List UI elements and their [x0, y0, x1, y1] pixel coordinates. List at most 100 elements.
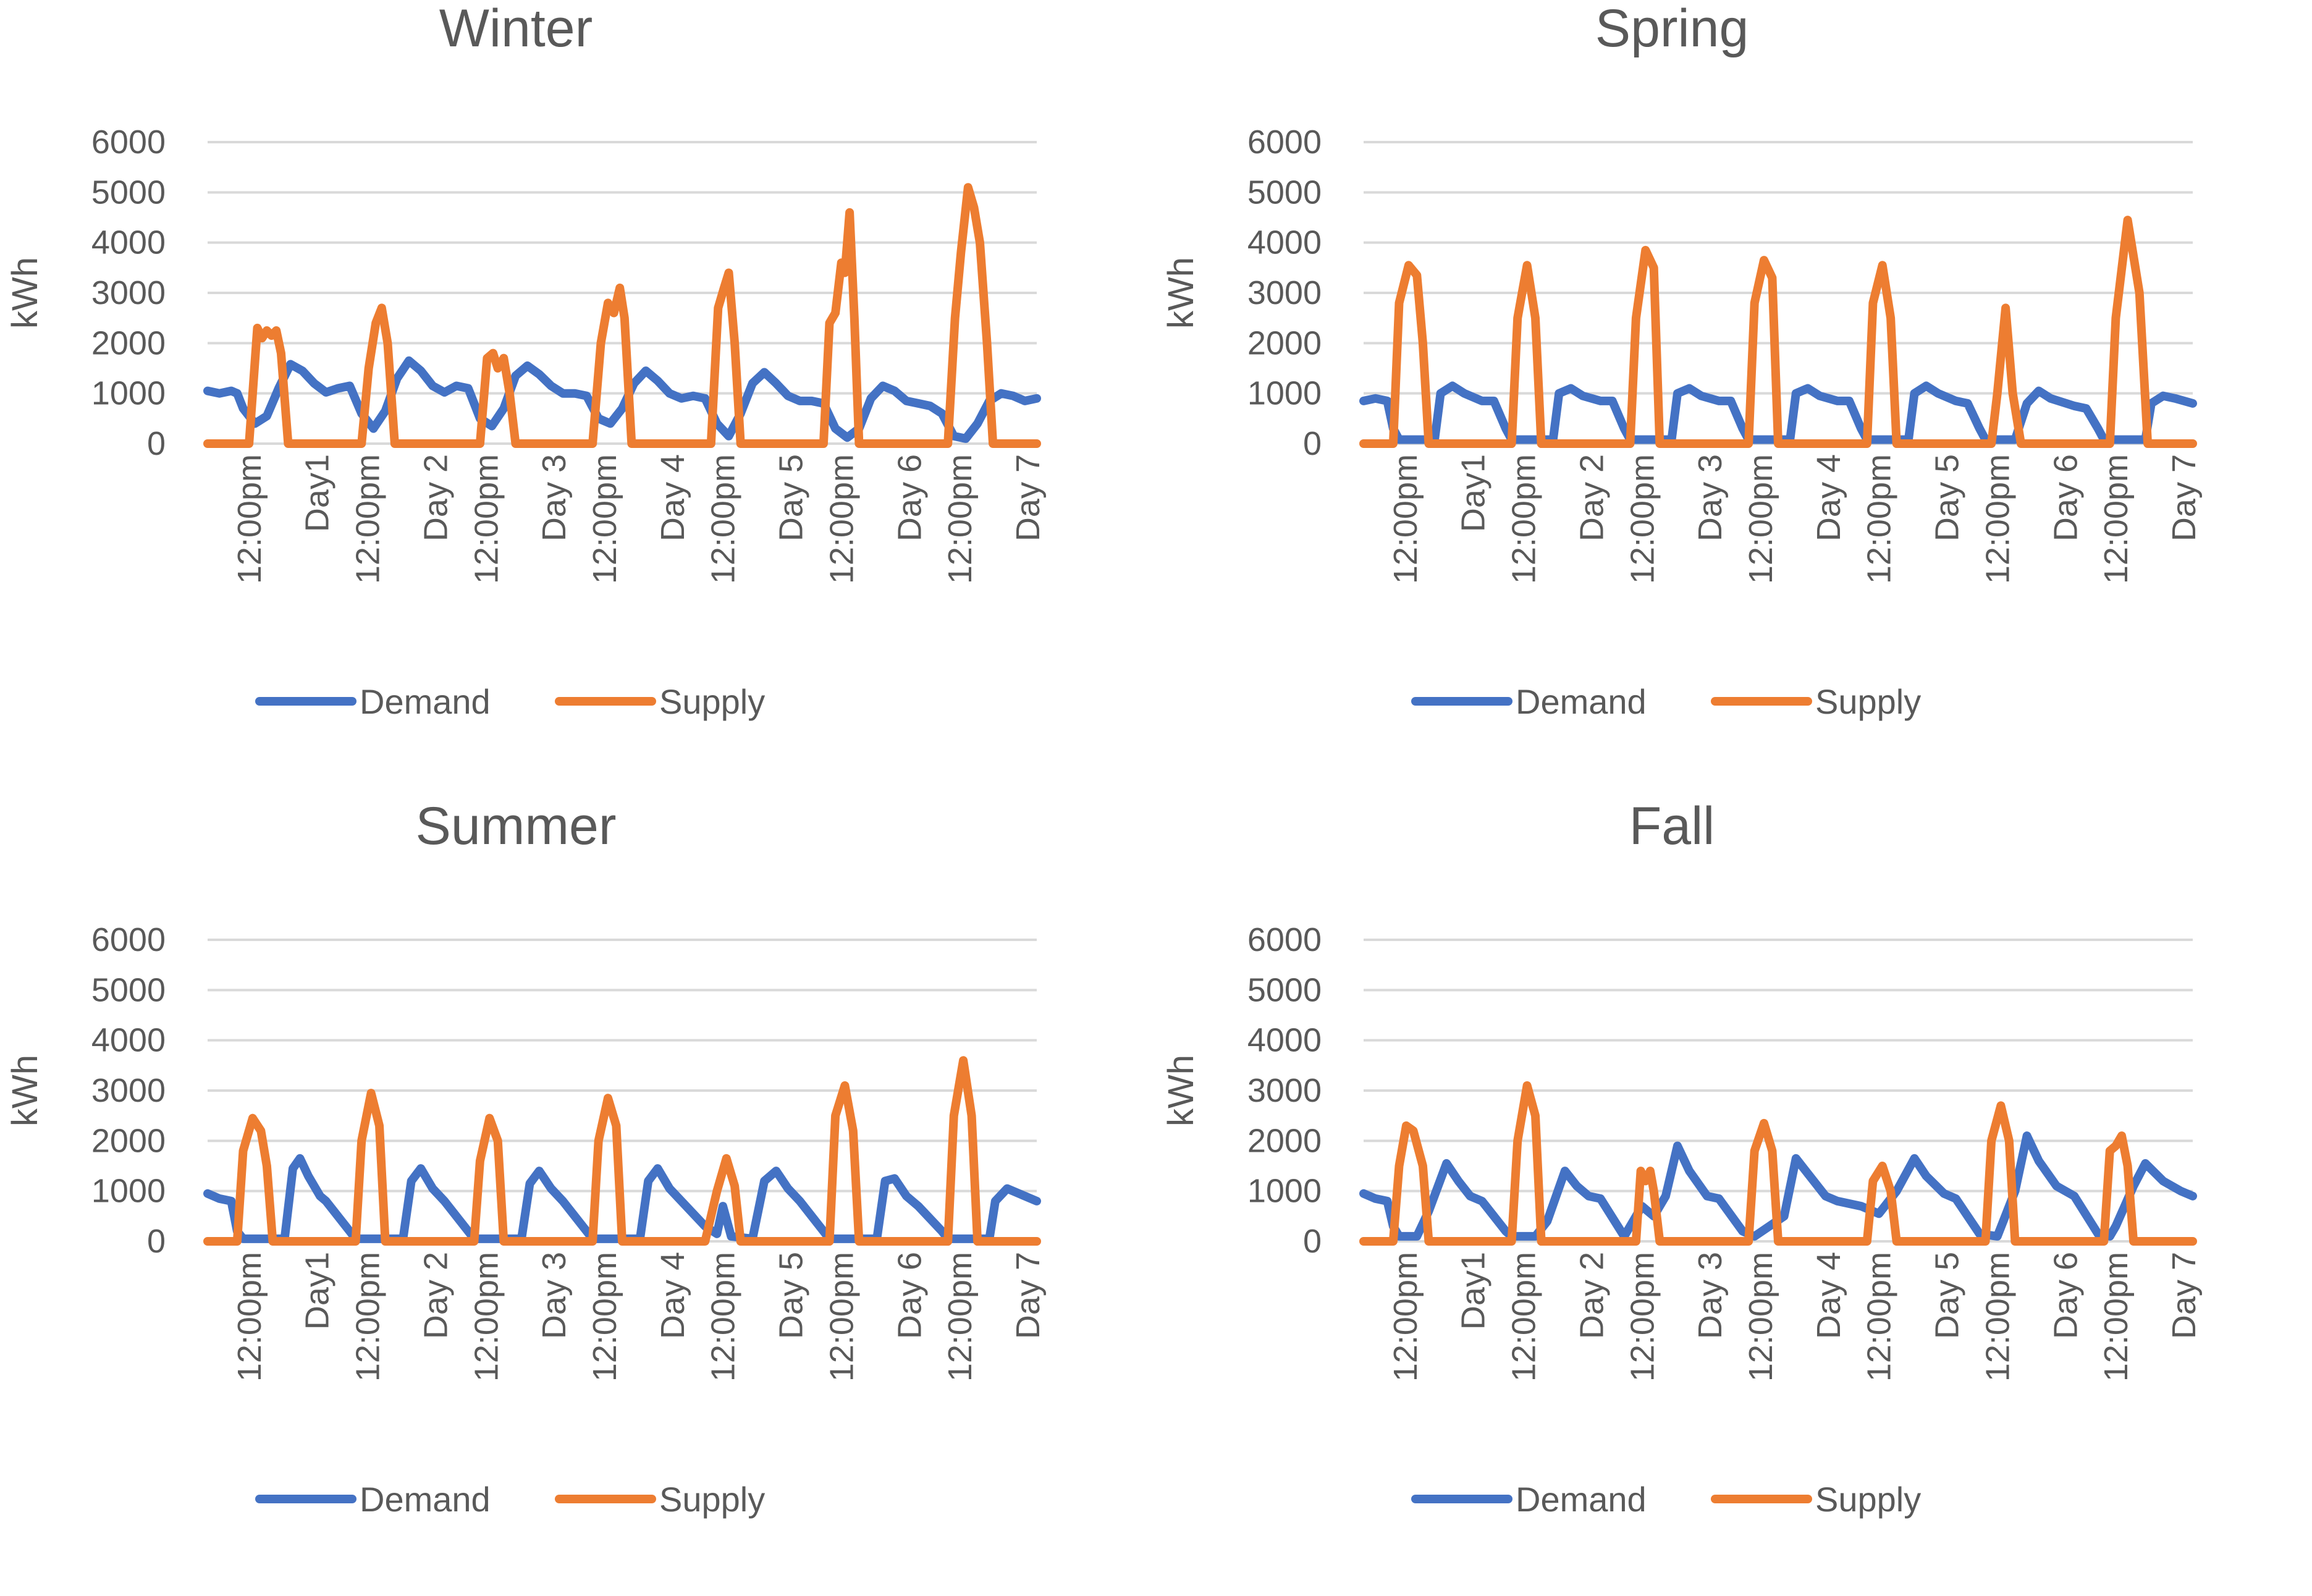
x-tick-label: Day 4: [1810, 454, 1847, 541]
x-tick-label: Day 5: [1929, 1252, 1966, 1339]
x-tick-label: Day 4: [1810, 1252, 1847, 1339]
x-tick-label: 12:00pm: [1979, 1252, 2016, 1382]
chart-winter: Winter 0 1000 2000 3000 4000 5000 6000 kWh 12:00p…: [0, 0, 1156, 798]
y-tick-label: 4000: [91, 1022, 166, 1059]
y-tick-label: 2000: [91, 1122, 166, 1159]
chart-fall: Fall 0 1000 2000 3000 4000 5000 6000 kWh 12:00pm D…: [1156, 798, 2312, 1595]
y-tick-label: 6000: [1247, 921, 1322, 958]
x-tick-label: 12:00pm: [1387, 1252, 1424, 1382]
x-tick-label: Day 5: [773, 1252, 810, 1339]
chart-svg-winter: Winter 0 1000 2000 3000 4000 5000 6000 kWh 12:00p…: [5, 0, 1047, 721]
x-tick-label: Day 2: [1573, 454, 1610, 541]
x-tick-label: Day 6: [2047, 454, 2084, 541]
chart-svg-spring: Spring 0 1000 2000 3000 4000 5000 6000 kWh 12:00p…: [1161, 0, 2203, 721]
x-tick-label: 12:00pm: [823, 1252, 860, 1382]
x-tick-label: 12:00pm: [705, 454, 742, 584]
x-tick-label: Day 7: [2166, 454, 2203, 541]
x-tick-label: Day 3: [536, 454, 573, 541]
series-line-supply: [203, 1056, 1041, 1246]
legend-label-supply: Supply: [1815, 682, 1921, 721]
x-tick-label: Day 3: [1692, 1252, 1729, 1339]
x-tick-label: 12:00pm: [231, 1252, 268, 1382]
x-tick-label: Day 6: [891, 454, 928, 541]
x-tick-label: Day 3: [1692, 454, 1729, 541]
x-tick-label: 12:00pm: [705, 1252, 742, 1382]
x-tick-label: 12:00pm: [1742, 1252, 1779, 1382]
x-tick-label: 12:00pm: [1979, 454, 2016, 584]
x-tick-label: Day 4: [654, 454, 691, 541]
x-tick-label: 12:00pm: [942, 1252, 979, 1382]
x-tick-label: 12:00pm: [2098, 1252, 2135, 1382]
y-tick-label: 5000: [1247, 971, 1322, 1008]
x-tick-label: Day 4: [654, 1252, 691, 1339]
x-tick-label: 12:00pm: [1506, 454, 1543, 584]
x-tick-label: Day1: [299, 1252, 336, 1330]
x-tick-label: 12:00pm: [1624, 454, 1661, 584]
y-tick-label: 6000: [91, 921, 166, 958]
y-tick-label: 6000: [91, 124, 166, 161]
legend-label-supply: Supply: [659, 682, 765, 721]
x-tick-label: 12:00pm: [586, 454, 623, 584]
legend-label-demand: Demand: [1516, 682, 1647, 721]
series-line-demand: [1359, 381, 2197, 444]
y-axis-label: kWh: [1161, 1055, 1201, 1126]
x-tick-label: 12:00pm: [468, 1252, 505, 1382]
y-tick-label: 5000: [91, 174, 166, 211]
y-tick-label: 3000: [91, 1072, 166, 1109]
x-tick-label: Day1: [1455, 454, 1492, 532]
legend-label-supply: Supply: [659, 1480, 765, 1519]
y-tick-label: 3000: [1247, 274, 1322, 311]
series-line-demand: [203, 356, 1041, 443]
x-tick-label: 12:00pm: [823, 454, 860, 584]
y-tick-label: 1000: [91, 375, 166, 412]
x-tick-label: 12:00pm: [1861, 454, 1898, 584]
y-tick-label: 0: [1303, 1223, 1322, 1260]
y-tick-label: 3000: [1247, 1072, 1322, 1109]
y-tick-label: 2000: [1247, 1122, 1322, 1159]
y-tick-label: 4000: [91, 224, 166, 261]
x-tick-label: Day 3: [536, 1252, 573, 1339]
x-tick-label: 12:00pm: [350, 454, 387, 584]
x-tick-label: 12:00pm: [468, 454, 505, 584]
x-tick-label: Day 7: [1010, 454, 1047, 541]
x-tick-label: Day 7: [2166, 1252, 2203, 1339]
chart-title: Summer: [416, 798, 617, 856]
chart-title: Spring: [1595, 0, 1749, 58]
chart-summer: Summer 0 1000 2000 3000 4000 5000 6000 kWh 12:00p…: [0, 798, 1156, 1595]
chart-svg-fall: Fall 0 1000 2000 3000 4000 5000 6000 kWh 12:00pm D…: [1161, 798, 2203, 1519]
x-tick-label: Day 5: [1929, 454, 1966, 541]
y-tick-label: 1000: [91, 1173, 166, 1210]
y-axis-label: kWh: [5, 1055, 45, 1126]
legend-label-demand: Demand: [360, 682, 491, 721]
x-tick-label: Day 7: [1010, 1252, 1047, 1339]
y-tick-label: 2000: [1247, 324, 1322, 361]
x-tick-label: Day 2: [417, 454, 454, 541]
legend-label-demand: Demand: [1516, 1480, 1647, 1519]
y-tick-label: 5000: [91, 971, 166, 1008]
series-line-supply: [203, 183, 1041, 448]
x-tick-label: Day 5: [773, 454, 810, 541]
y-axis-label: kWh: [1161, 257, 1201, 329]
chart-spring: Spring 0 1000 2000 3000 4000 5000 6000 kWh 12:00p…: [1156, 0, 2312, 798]
y-tick-label: 2000: [91, 324, 166, 361]
y-tick-label: 1000: [1247, 1173, 1322, 1210]
y-tick-label: 0: [147, 1223, 166, 1260]
x-tick-label: 12:00pm: [350, 1252, 387, 1382]
x-tick-label: 12:00pm: [1742, 454, 1779, 584]
y-tick-label: 0: [1303, 425, 1322, 462]
x-tick-label: Day1: [299, 454, 336, 532]
x-tick-label: Day 2: [1573, 1252, 1610, 1339]
x-tick-label: 12:00pm: [586, 1252, 623, 1382]
y-tick-label: 0: [147, 425, 166, 462]
y-tick-label: 1000: [1247, 375, 1322, 412]
plot-winter: Winter 0 1000 2000 3000 4000 5000 6000 kWh 12:00p…: [5, 0, 1047, 721]
x-tick-label: 12:00pm: [2098, 454, 2135, 584]
legend-label-supply: Supply: [1815, 1480, 1921, 1519]
x-tick-label: 12:00pm: [1387, 454, 1424, 584]
x-tick-label: Day 6: [2047, 1252, 2084, 1339]
x-tick-label: 12:00pm: [1861, 1252, 1898, 1382]
x-tick-label: 12:00pm: [1506, 1252, 1543, 1382]
chart-title: Winter: [439, 0, 593, 58]
plot-spring: Spring 0 1000 2000 3000 4000 5000 6000 kWh 12:00p…: [1161, 0, 2203, 721]
x-tick-label: Day 6: [891, 1252, 928, 1339]
